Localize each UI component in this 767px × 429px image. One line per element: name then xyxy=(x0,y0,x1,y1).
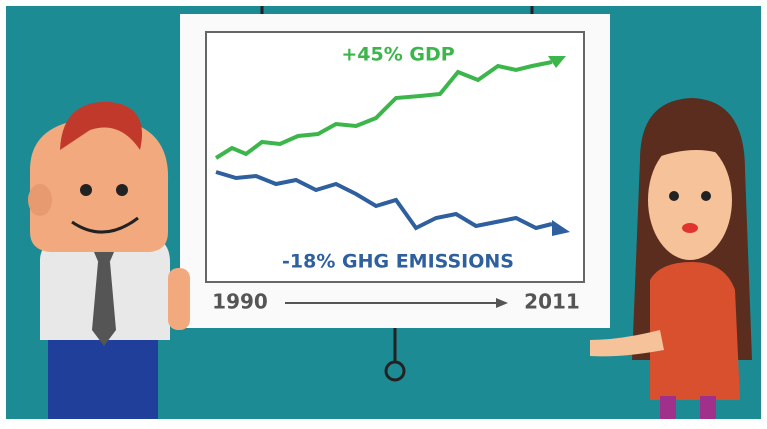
gdp-line xyxy=(214,60,553,160)
man xyxy=(28,101,190,419)
gdp-arrow xyxy=(548,56,566,68)
gdp-label: +45% GDP xyxy=(341,44,454,66)
start-year: 1990 xyxy=(212,290,268,314)
ghg-label: -18% GHG EMISSIONS xyxy=(282,251,514,273)
time-arrowhead xyxy=(496,298,508,308)
end-year: 2011 xyxy=(524,290,580,314)
chart-frame xyxy=(205,31,585,283)
ghg-line xyxy=(215,170,553,231)
stand-knob xyxy=(384,360,406,382)
woman xyxy=(590,98,752,419)
ghg-arrow xyxy=(552,220,570,236)
